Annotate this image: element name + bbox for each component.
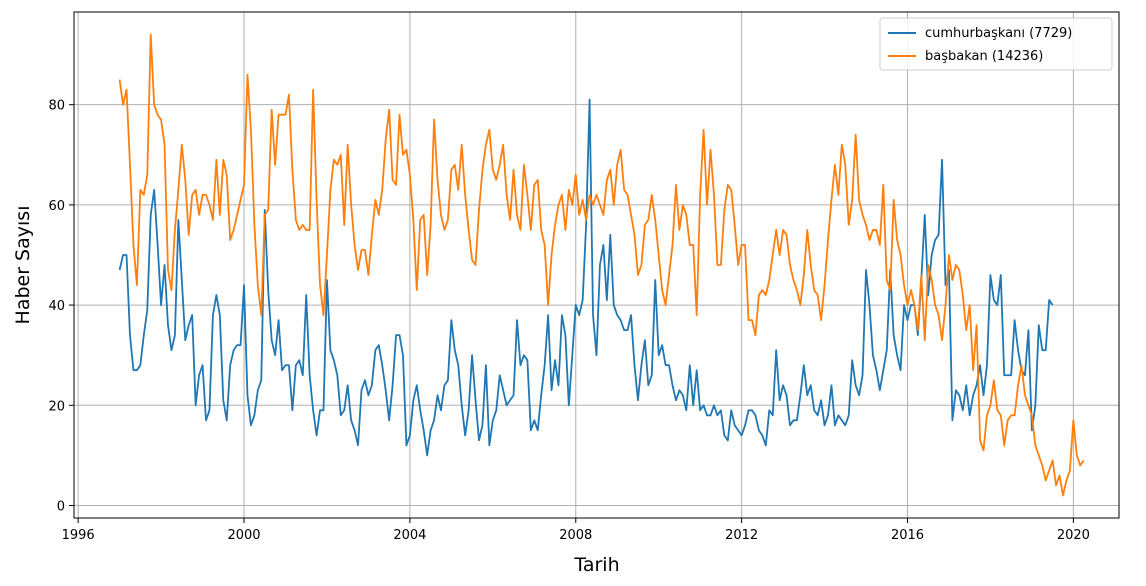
series-line-1: [118, 33, 1085, 497]
x-tick-label-2000: 2000: [227, 528, 260, 543]
x-tick-label-2016: 2016: [891, 528, 924, 543]
y-tick-label-20: 20: [48, 399, 65, 414]
y-axis-title: Haber Sayısı: [12, 206, 34, 325]
y-tick-label-40: 40: [48, 299, 65, 314]
x-tick-label-1996: 1996: [62, 528, 95, 543]
series-line-0: [118, 98, 1054, 457]
y-tick-label-0: 0: [57, 499, 65, 514]
plot-frame: [73, 11, 1120, 519]
legend-box: [879, 17, 1113, 71]
grid-lines: [74, 12, 1119, 518]
legend-label-basbakan: başbakan (14236): [925, 49, 1043, 64]
x-tick-label-2004: 2004: [393, 528, 426, 543]
axis-ticks: 1996 2000 2004 2008 2012 2016 2020 0 20 40 60 80: [48, 99, 1089, 543]
legend: cumhurbaşkanı (7729) başbakan (14236): [879, 17, 1113, 71]
series-lines: [118, 33, 1085, 497]
x-tick-label-2008: 2008: [559, 528, 592, 543]
legend-label-cumhurbaskani: cumhurbaşkanı (7729): [925, 26, 1072, 41]
y-tick-label-80: 80: [48, 99, 65, 114]
y-tick-label-60: 60: [48, 199, 65, 214]
x-axis-title: Tarih: [573, 554, 619, 576]
x-tick-label-2020: 2020: [1057, 528, 1090, 543]
x-tick-label-2012: 2012: [725, 528, 758, 543]
